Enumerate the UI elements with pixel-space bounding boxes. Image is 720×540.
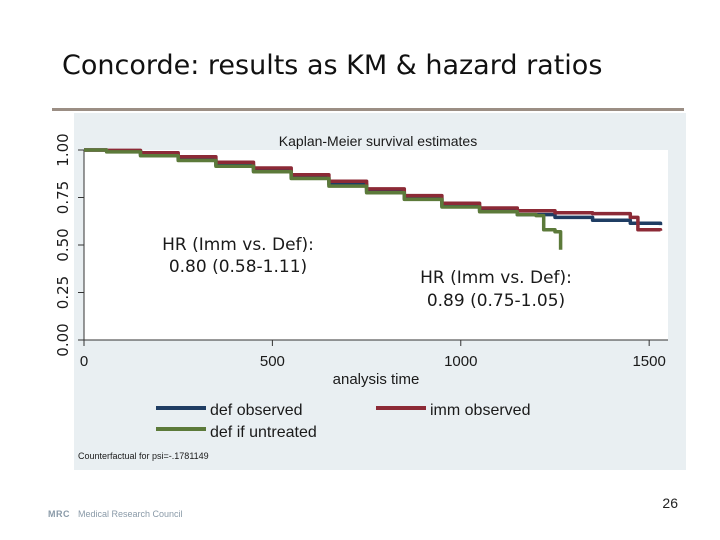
y-tick-label-0.75: 0.75 [54, 181, 72, 214]
slide-title: Concorde: results as KM & hazard ratios [62, 50, 603, 81]
logo-text: Medical Research Council [78, 509, 183, 519]
hr-annotation-2-line2: 0.89 (0.75-1.05) [427, 291, 565, 311]
series-line-def-if-untreated [84, 148, 563, 250]
hr-annotation-1: HR (Imm vs. Def): 0.80 (0.58-1.11) [162, 235, 314, 277]
x-tick-label-500: 500 [260, 353, 285, 370]
legend-label-def-untreated: def if untreated [210, 424, 317, 441]
series-layer [84, 148, 663, 250]
mrc-logo: MRC Medical Research Council [48, 509, 183, 519]
plot-area [84, 150, 668, 340]
hr-annotation-1-line1: HR (Imm vs. Def): [162, 235, 314, 255]
hr-annotation-2: HR (Imm vs. Def): 0.89 (0.75-1.05) [420, 268, 572, 311]
logo-mark: MRC [48, 509, 70, 519]
chart-title: Kaplan-Meier survival estimates [279, 133, 477, 149]
page-number: 26 [662, 495, 678, 511]
y-tick-label-0.25: 0.25 [54, 276, 72, 309]
x-tick-label-1500: 1500 [632, 353, 665, 370]
hr-annotation-1-line2: 0.80 (0.58-1.11) [169, 257, 307, 277]
y-tick-label-1: 1.00 [54, 133, 72, 166]
axes-layer: 0 500 1000 1500 0.00 0.25 0.50 0.75 1.00 [54, 133, 666, 370]
hr-annotation-2-line1: HR (Imm vs. Def): [420, 268, 572, 288]
footnote: Counterfactual for psi=-.1781149 [78, 451, 209, 461]
x-tick-label-1000: 1000 [444, 353, 477, 370]
y-tick-label-0: 0.00 [54, 323, 72, 356]
legend-label-def-observed: def observed [210, 402, 303, 419]
title-divider [52, 108, 684, 111]
x-tick-label-0: 0 [80, 353, 88, 370]
legend-label-imm-observed: imm observed [430, 402, 530, 419]
x-axis-label: analysis time [333, 371, 420, 388]
legend: def observed imm observed def if untreat… [156, 402, 530, 441]
y-tick-label-0.5: 0.50 [54, 228, 72, 261]
